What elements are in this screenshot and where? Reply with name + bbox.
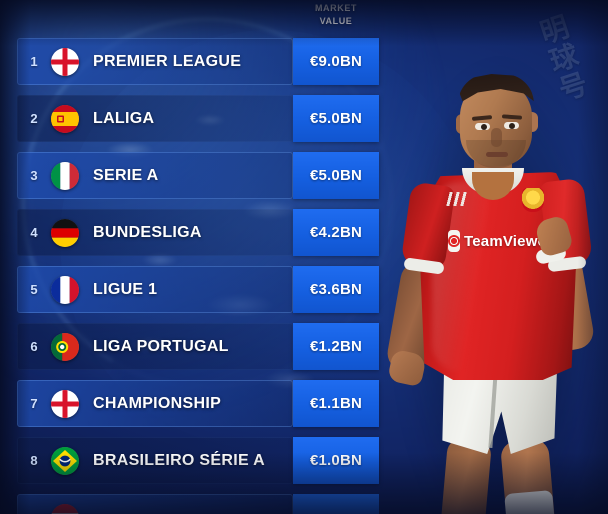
- infographic-root: TeamViewer 明球号 MARKET VALUE 1PREMIER LEA…: [0, 0, 608, 514]
- vignette-overlay: [0, 0, 608, 514]
